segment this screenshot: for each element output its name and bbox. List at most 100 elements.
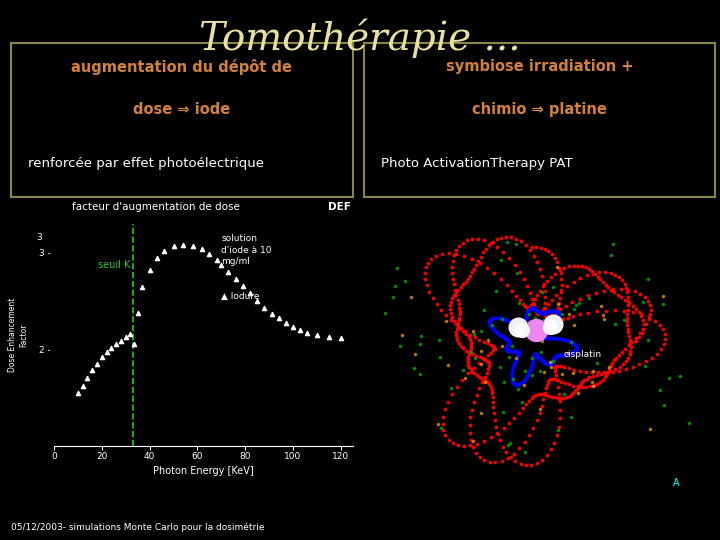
- Point: [595, 301, 606, 310]
- Point: [497, 332, 508, 341]
- Point: [542, 377, 554, 386]
- Point: [399, 277, 410, 286]
- Point: [536, 356, 548, 365]
- Point: [519, 302, 531, 310]
- Point: [492, 243, 503, 252]
- Point: [563, 262, 575, 271]
- Point: [616, 347, 628, 356]
- Point: [644, 424, 656, 433]
- Point: [507, 319, 518, 327]
- Point: [500, 345, 512, 353]
- Point: [536, 336, 547, 345]
- Point: [468, 264, 480, 273]
- Point: [215, 261, 227, 270]
- Point: [544, 357, 555, 366]
- Point: [657, 325, 669, 334]
- Point: [86, 366, 98, 375]
- Point: [554, 293, 566, 302]
- Point: [537, 334, 549, 343]
- Point: [436, 306, 447, 314]
- Point: [487, 314, 498, 322]
- Point: [540, 312, 552, 321]
- Point: [559, 350, 571, 359]
- Point: [552, 308, 564, 316]
- Point: [504, 347, 516, 355]
- Point: [503, 340, 514, 348]
- Point: [508, 380, 520, 388]
- Point: [534, 367, 546, 375]
- Point: [549, 322, 560, 330]
- Point: [502, 346, 513, 355]
- Point: [526, 295, 538, 303]
- Point: [644, 305, 656, 314]
- Point: [451, 336, 463, 345]
- Point: [454, 324, 466, 333]
- Point: [553, 310, 564, 319]
- Point: [536, 309, 547, 318]
- Point: [523, 368, 535, 376]
- Point: [168, 242, 179, 251]
- Point: [490, 313, 501, 322]
- Point: [621, 317, 633, 326]
- Point: [539, 331, 550, 340]
- Point: [489, 345, 500, 353]
- Point: [551, 352, 562, 360]
- Point: [625, 343, 636, 352]
- Point: [445, 308, 456, 317]
- Point: [524, 305, 536, 313]
- Point: [443, 436, 454, 444]
- Point: [531, 309, 543, 318]
- Point: [507, 364, 518, 373]
- Point: [546, 334, 558, 342]
- Point: [379, 309, 391, 318]
- Point: [543, 307, 554, 316]
- Point: [450, 250, 462, 259]
- Point: [548, 306, 559, 315]
- Point: [616, 293, 627, 302]
- Point: [544, 360, 555, 368]
- Point: [531, 351, 543, 360]
- Point: [453, 339, 464, 348]
- Point: [447, 439, 459, 448]
- Point: [546, 324, 557, 333]
- Point: [553, 422, 564, 431]
- Point: [520, 319, 531, 327]
- Point: [622, 285, 634, 294]
- Text: Photo ActivationTherapy PAT: Photo ActivationTherapy PAT: [381, 157, 573, 170]
- Point: [514, 267, 526, 276]
- Point: [552, 307, 563, 315]
- Point: [502, 335, 513, 344]
- Point: [683, 419, 695, 428]
- Point: [460, 277, 472, 286]
- Point: [553, 351, 564, 360]
- Point: [503, 338, 515, 347]
- Point: [503, 346, 514, 355]
- Point: [497, 315, 508, 323]
- Point: [636, 312, 647, 320]
- Point: [616, 276, 628, 285]
- Point: [431, 252, 442, 260]
- Point: [508, 379, 519, 387]
- Point: [552, 317, 563, 326]
- Point: [526, 304, 537, 313]
- Point: [523, 305, 535, 314]
- Point: [521, 309, 533, 318]
- Point: [503, 336, 514, 345]
- Point: [128, 340, 140, 349]
- Point: [521, 325, 532, 334]
- Point: [556, 281, 567, 290]
- Point: [518, 376, 530, 385]
- Point: [500, 448, 512, 457]
- Point: [545, 357, 557, 366]
- Point: [527, 298, 539, 307]
- Point: [552, 315, 563, 324]
- Point: [556, 275, 567, 284]
- Point: [466, 255, 477, 264]
- Point: [636, 310, 647, 319]
- Point: [553, 310, 564, 319]
- Point: [585, 382, 596, 391]
- Point: [484, 318, 495, 327]
- Point: [644, 301, 655, 309]
- Point: [549, 306, 560, 315]
- Point: [562, 350, 574, 359]
